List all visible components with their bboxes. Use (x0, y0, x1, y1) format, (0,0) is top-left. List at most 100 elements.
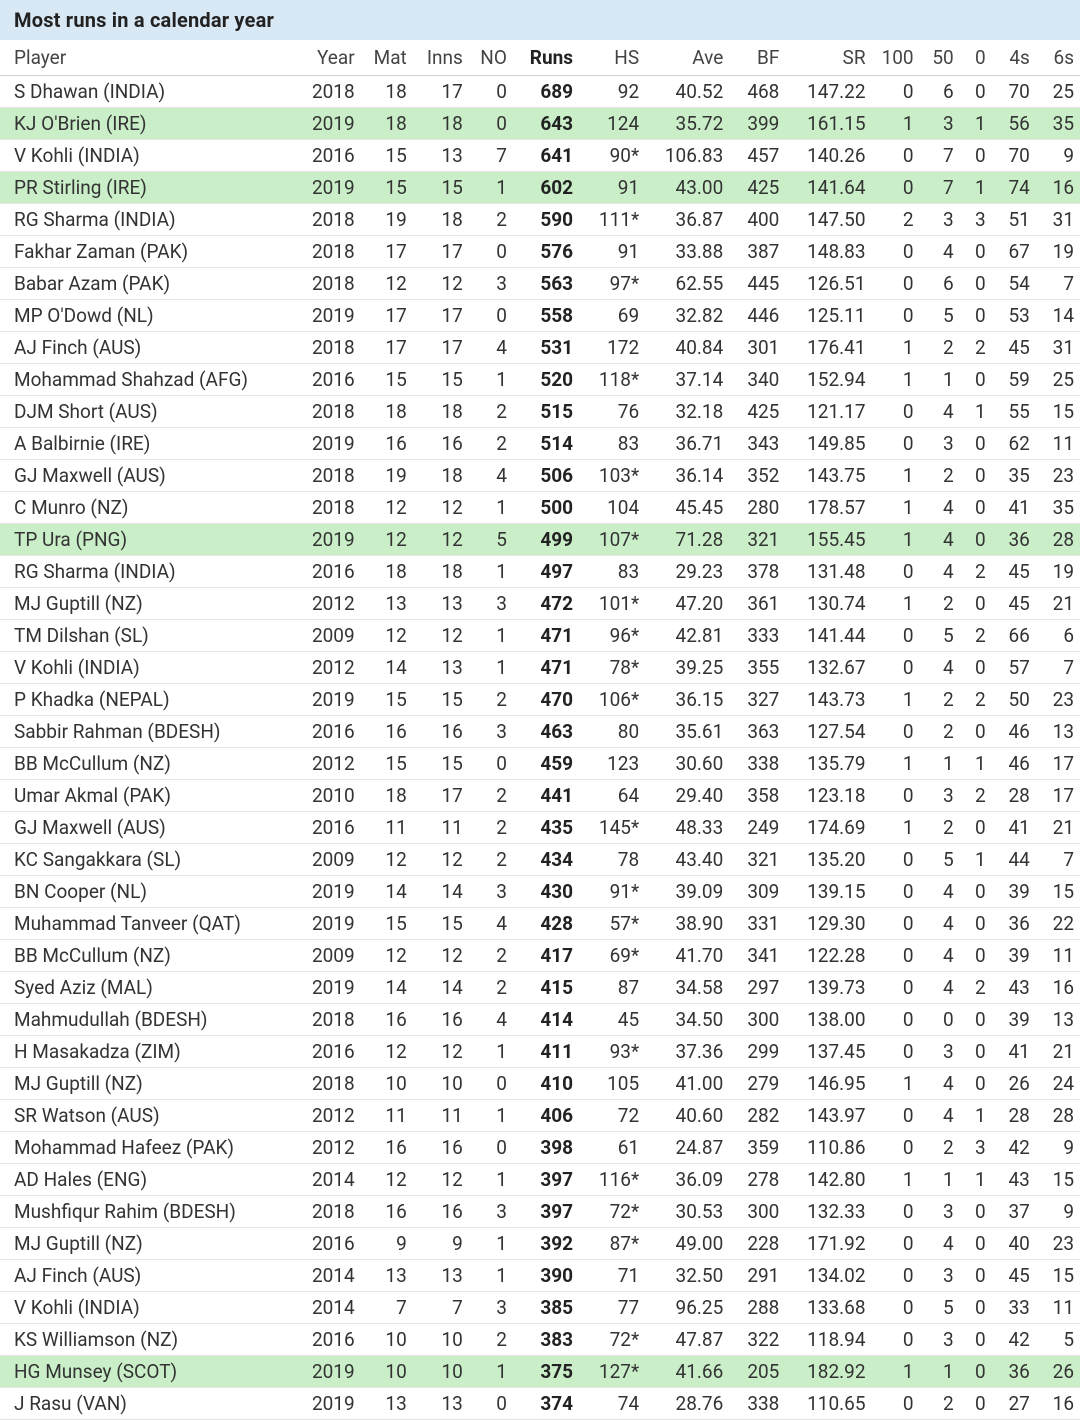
cell-player[interactable]: KJ O'Brien (IRE) (0, 108, 301, 140)
col-header-c0[interactable]: 0 (960, 40, 992, 76)
cell-inns: 12 (413, 268, 469, 300)
cell-player[interactable]: V Kohli (INDIA) (0, 652, 301, 684)
cell-year: 2009 (301, 844, 361, 876)
cell-player[interactable]: Mohammad Hafeez (PAK) (0, 1132, 301, 1164)
table-row: DJM Short (AUS)2018181825157632.18425121… (0, 396, 1080, 428)
table-row: TP Ura (PNG)201912125499107*71.28321155.… (0, 524, 1080, 556)
table-header-row: PlayerYearMatInnsNORunsHSAveBFSR1005004s… (0, 40, 1080, 76)
cell-player[interactable]: KC Sangakkara (SL) (0, 844, 301, 876)
col-header-ave[interactable]: Ave (645, 40, 729, 76)
cell-player[interactable]: TP Ura (PNG) (0, 524, 301, 556)
col-header-c4s[interactable]: 4s (992, 40, 1036, 76)
cell-player[interactable]: Sabbir Rahman (BDESH) (0, 716, 301, 748)
cell-runs: 471 (513, 620, 579, 652)
cell-player[interactable]: BB McCullum (NZ) (0, 940, 301, 972)
cell-player[interactable]: MJ Guptill (NZ) (0, 1068, 301, 1100)
cell-player[interactable]: V Kohli (INDIA) (0, 140, 301, 172)
cell-runs: 500 (513, 492, 579, 524)
cell-player[interactable]: V Kohli (INDIA) (0, 1292, 301, 1324)
cell-runs: 397 (513, 1196, 579, 1228)
cell-c4s: 43 (992, 972, 1036, 1004)
cell-ave: 96.25 (645, 1292, 729, 1324)
cell-player[interactable]: MJ Guptill (NZ) (0, 588, 301, 620)
col-header-runs[interactable]: Runs (513, 40, 579, 76)
cell-player[interactable]: Mohammad Shahzad (AFG) (0, 364, 301, 396)
col-header-player[interactable]: Player (0, 40, 301, 76)
col-header-year[interactable]: Year (301, 40, 361, 76)
cell-player[interactable]: Mahmudullah (BDESH) (0, 1004, 301, 1036)
cell-player[interactable]: TM Dilshan (SL) (0, 620, 301, 652)
cell-runs: 434 (513, 844, 579, 876)
cell-ave: 41.66 (645, 1356, 729, 1388)
cell-c50: 2 (920, 332, 960, 364)
cell-player[interactable]: C Munro (NZ) (0, 492, 301, 524)
col-header-c100[interactable]: 100 (872, 40, 920, 76)
col-header-hs[interactable]: HS (579, 40, 645, 76)
table-title: Most runs in a calendar year (0, 0, 1080, 40)
cell-player[interactable]: GJ Maxwell (AUS) (0, 460, 301, 492)
cell-player[interactable]: J Rasu (VAN) (0, 1388, 301, 1420)
cell-player[interactable]: HG Munsey (SCOT) (0, 1356, 301, 1388)
cell-c100: 0 (872, 876, 920, 908)
cell-c50: 0 (920, 1004, 960, 1036)
cell-player[interactable]: Syed Aziz (MAL) (0, 972, 301, 1004)
cell-player[interactable]: Umar Akmal (PAK) (0, 780, 301, 812)
cell-hs: 106* (579, 684, 645, 716)
table-row: Umar Akmal (PAK)2010181724416429.4035812… (0, 780, 1080, 812)
cell-c4s: 55 (992, 396, 1036, 428)
cell-runs: 499 (513, 524, 579, 556)
cell-c4s: 33 (992, 1292, 1036, 1324)
cell-player[interactable]: PR Stirling (IRE) (0, 172, 301, 204)
cell-c6s: 17 (1036, 780, 1080, 812)
cell-player[interactable]: A Balbirnie (IRE) (0, 428, 301, 460)
col-header-c50[interactable]: 50 (920, 40, 960, 76)
cell-c100: 0 (872, 1100, 920, 1132)
cell-ave: 47.87 (645, 1324, 729, 1356)
cell-player[interactable]: Babar Azam (PAK) (0, 268, 301, 300)
col-header-sr[interactable]: SR (785, 40, 871, 76)
cell-player[interactable]: RG Sharma (INDIA) (0, 556, 301, 588)
cell-player[interactable]: AJ Finch (AUS) (0, 332, 301, 364)
cell-player[interactable]: GJ Maxwell (AUS) (0, 812, 301, 844)
cell-sr: 149.85 (785, 428, 871, 460)
cell-player[interactable]: MP O'Dowd (NL) (0, 300, 301, 332)
cell-runs: 689 (513, 76, 579, 108)
cell-player[interactable]: AD Hales (ENG) (0, 1164, 301, 1196)
cell-no: 2 (469, 812, 513, 844)
cell-bf: 322 (729, 1324, 785, 1356)
cell-player[interactable]: Mushfiqur Rahim (BDESH) (0, 1196, 301, 1228)
col-header-inns[interactable]: Inns (413, 40, 469, 76)
cell-player[interactable]: KS Williamson (NZ) (0, 1324, 301, 1356)
cell-inns: 12 (413, 940, 469, 972)
cell-mat: 16 (361, 428, 413, 460)
cell-player[interactable]: P Khadka (NEPAL) (0, 684, 301, 716)
cell-mat: 11 (361, 1100, 413, 1132)
cell-player[interactable]: BN Cooper (NL) (0, 876, 301, 908)
cell-c0: 1 (960, 1164, 992, 1196)
cell-player[interactable]: S Dhawan (INDIA) (0, 76, 301, 108)
cell-player[interactable]: SR Watson (AUS) (0, 1100, 301, 1132)
cell-ave: 37.14 (645, 364, 729, 396)
cell-ave: 71.28 (645, 524, 729, 556)
cell-sr: 133.68 (785, 1292, 871, 1324)
cell-player[interactable]: RG Sharma (INDIA) (0, 204, 301, 236)
cell-hs: 118* (579, 364, 645, 396)
cell-player[interactable]: H Masakadza (ZIM) (0, 1036, 301, 1068)
cell-c6s: 15 (1036, 876, 1080, 908)
cell-player[interactable]: Muhammad Tanveer (QAT) (0, 908, 301, 940)
cell-player[interactable]: Fakhar Zaman (PAK) (0, 236, 301, 268)
table-row: TM Dilshan (SL)20091212147196*42.8133314… (0, 620, 1080, 652)
table-row: S Dhawan (INDIA)2018181706899240.5246814… (0, 76, 1080, 108)
cell-ave: 47.20 (645, 588, 729, 620)
cell-player[interactable]: MJ Guptill (NZ) (0, 1228, 301, 1260)
col-header-no[interactable]: NO (469, 40, 513, 76)
cell-runs: 398 (513, 1132, 579, 1164)
cell-player[interactable]: DJM Short (AUS) (0, 396, 301, 428)
col-header-bf[interactable]: BF (729, 40, 785, 76)
cell-ave: 35.61 (645, 716, 729, 748)
col-header-mat[interactable]: Mat (361, 40, 413, 76)
cell-player[interactable]: BB McCullum (NZ) (0, 748, 301, 780)
cell-hs: 127* (579, 1356, 645, 1388)
cell-mat: 10 (361, 1324, 413, 1356)
col-header-c6s[interactable]: 6s (1036, 40, 1080, 76)
